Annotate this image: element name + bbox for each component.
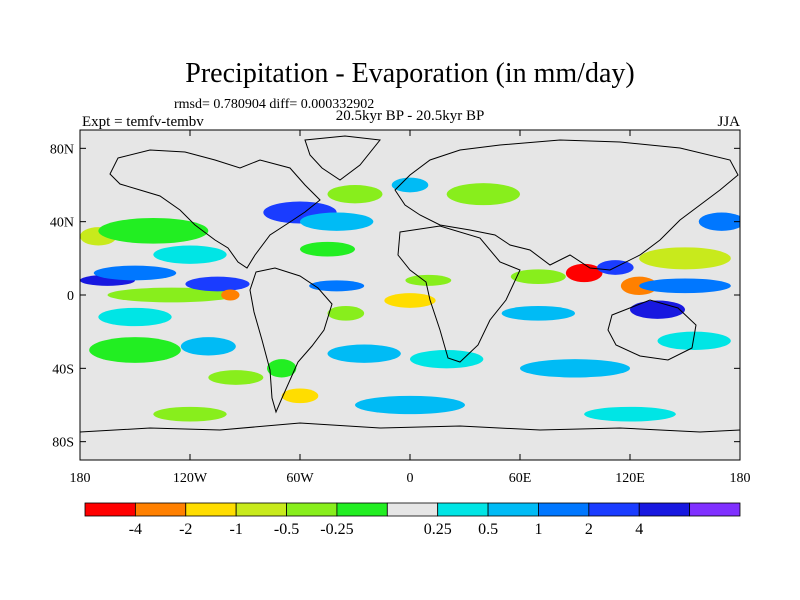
colorbar-swatch xyxy=(588,502,640,517)
anomaly-patch xyxy=(98,307,172,327)
anomaly-patch xyxy=(309,280,365,292)
anomaly-patch xyxy=(153,245,227,264)
y-axis: 80N 40N 0 40S 80S xyxy=(50,142,740,451)
colorbar-swatch xyxy=(386,502,439,517)
colorbar-swatch xyxy=(84,502,136,517)
anomaly-patch xyxy=(185,276,250,292)
anomaly-patch xyxy=(639,278,731,294)
anomaly-patch xyxy=(657,331,731,351)
anomaly-patch xyxy=(327,306,365,321)
colorbar-label: 0.25 xyxy=(424,521,452,538)
colorbar: -4 -2 -1 -0.5 -0.25 0.25 0.5 1 2 4 xyxy=(84,502,741,538)
anomaly-patch xyxy=(327,185,383,204)
anomaly-patch xyxy=(221,289,240,301)
anomaly-patch xyxy=(384,293,436,308)
x-tick-label-120w: 120W xyxy=(173,471,208,486)
anomaly-patch xyxy=(510,269,566,284)
y-tick-label-40s: 40S xyxy=(52,362,74,377)
y-tick-label-0: 0 xyxy=(67,289,74,304)
anomaly-patch xyxy=(639,247,731,270)
anomaly-patch xyxy=(501,306,575,321)
x-axis: 180 120W 60W 0 60E 120E 180 xyxy=(70,130,751,486)
anomaly-patch xyxy=(98,218,209,244)
colorbar-swatch xyxy=(437,502,489,517)
coastline-antarctica xyxy=(80,422,740,433)
anomaly-patch xyxy=(89,337,181,363)
colorbar-label: -2 xyxy=(179,521,192,538)
colorbar-swatch xyxy=(235,502,287,517)
anomaly-patch xyxy=(300,212,374,231)
x-tick-label-180w: 180 xyxy=(70,471,91,486)
coastline-eurasia xyxy=(394,139,739,271)
experiment-label: Expt = temfv-tembv xyxy=(82,114,204,130)
colorbar-swatch xyxy=(336,502,388,517)
colorbar-label: -1 xyxy=(229,521,242,538)
anomaly-patch xyxy=(520,359,630,378)
map-plot-area xyxy=(79,129,741,461)
colorbar-swatch xyxy=(638,502,691,517)
colorbar-label: 4 xyxy=(635,521,643,538)
anomaly-patch xyxy=(355,395,465,415)
colorbar-label: -4 xyxy=(129,521,142,538)
anomaly-patch xyxy=(698,212,740,231)
anomaly-patch xyxy=(405,274,452,286)
anomaly-patch xyxy=(410,350,484,369)
x-tick-label-60w: 60W xyxy=(286,471,314,486)
chart-title: Precipitation - Evaporation (in mm/day) xyxy=(185,58,634,89)
period-label: 20.5kyr BP - 20.5kyr BP xyxy=(336,108,485,124)
x-tick-label-120e: 120E xyxy=(615,471,645,486)
colorbar-label: 0.5 xyxy=(478,521,498,538)
colorbar-swatch xyxy=(538,502,590,517)
x-tick-label-180e: 180 xyxy=(730,471,751,486)
anomaly-patch xyxy=(446,183,520,206)
coastline-greenland xyxy=(304,135,381,181)
colorbar-label: 1 xyxy=(534,521,542,538)
season-label: JJA xyxy=(717,114,740,130)
stats-label: rmsd= 0.780904 diff= 0.000332902 xyxy=(174,97,374,112)
anomaly-patch xyxy=(208,370,264,385)
anomaly-patch xyxy=(267,359,297,378)
y-tick-label-80n: 80N xyxy=(50,142,74,157)
anomaly-patch xyxy=(93,265,177,281)
colorbar-swatch xyxy=(286,502,338,517)
anomaly-field xyxy=(80,177,740,422)
colorbar-swatch xyxy=(689,502,741,517)
anomaly-patch xyxy=(327,344,401,363)
coastlines xyxy=(80,135,740,433)
y-tick-label-80s: 80S xyxy=(52,436,74,451)
colorbar-label: -0.25 xyxy=(320,521,353,538)
anomaly-patch xyxy=(180,337,236,356)
y-tick-label-40n: 40N xyxy=(50,216,74,231)
anomaly-patch xyxy=(584,406,676,422)
coastline-north-america xyxy=(109,149,321,269)
x-tick-label-60e: 60E xyxy=(509,471,532,486)
colorbar-label: -0.5 xyxy=(274,521,299,538)
anomaly-patch xyxy=(300,241,355,257)
anomaly-patch xyxy=(107,287,236,303)
coastline-australia xyxy=(607,299,697,361)
coastline-south-america xyxy=(249,267,333,414)
anomaly-patch xyxy=(565,263,603,283)
anomaly-patch xyxy=(630,300,685,319)
anomaly-patch xyxy=(281,388,319,404)
colorbar-label: 2 xyxy=(585,521,593,538)
coastline-africa xyxy=(397,225,521,363)
colorbar-swatch xyxy=(185,502,237,517)
colorbar-swatch xyxy=(487,502,539,517)
anomaly-patch xyxy=(153,406,227,422)
anomaly-patch xyxy=(391,177,429,193)
colorbar-swatch xyxy=(134,502,187,517)
x-tick-label-0: 0 xyxy=(407,471,414,486)
